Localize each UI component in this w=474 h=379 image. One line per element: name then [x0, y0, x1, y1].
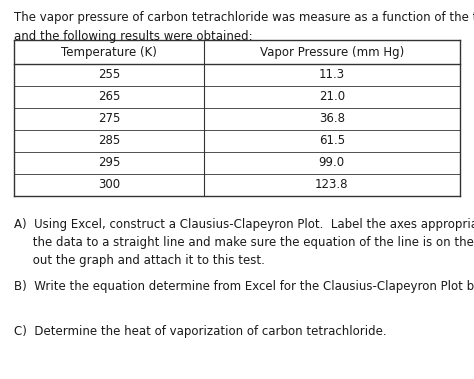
Text: 265: 265 — [98, 91, 120, 103]
Text: and the following results were obtained:: and the following results were obtained: — [14, 30, 253, 42]
Text: Vapor Pressure (mm Hg): Vapor Pressure (mm Hg) — [260, 46, 404, 59]
Text: 21.0: 21.0 — [319, 91, 345, 103]
Text: B)  Write the equation determine from Excel for the Clausius-Clapeyron Plot belo: B) Write the equation determine from Exc… — [14, 280, 474, 293]
Text: 255: 255 — [98, 69, 120, 81]
Text: 123.8: 123.8 — [315, 179, 348, 191]
Text: 61.5: 61.5 — [319, 135, 345, 147]
Text: 285: 285 — [98, 135, 120, 147]
Text: the data to a straight line and make sure the equation of the line is on the gra: the data to a straight line and make sur… — [14, 236, 474, 249]
Text: out the graph and attach it to this test.: out the graph and attach it to this test… — [14, 254, 265, 267]
Text: The vapor pressure of carbon tetrachloride was measure as a function of the temp: The vapor pressure of carbon tetrachlori… — [14, 11, 474, 24]
Text: 36.8: 36.8 — [319, 113, 345, 125]
Text: 295: 295 — [98, 157, 120, 169]
Text: 11.3: 11.3 — [319, 69, 345, 81]
Text: 300: 300 — [98, 179, 120, 191]
Text: 99.0: 99.0 — [319, 157, 345, 169]
Text: A)  Using Excel, construct a Clausius-Clapeyron Plot.  Label the axes appropriat: A) Using Excel, construct a Clausius-Cla… — [14, 218, 474, 231]
Text: 275: 275 — [98, 113, 120, 125]
Text: Temperature (K): Temperature (K) — [61, 46, 157, 59]
Text: C)  Determine the heat of vaporization of carbon tetrachloride.: C) Determine the heat of vaporization of… — [14, 325, 387, 338]
